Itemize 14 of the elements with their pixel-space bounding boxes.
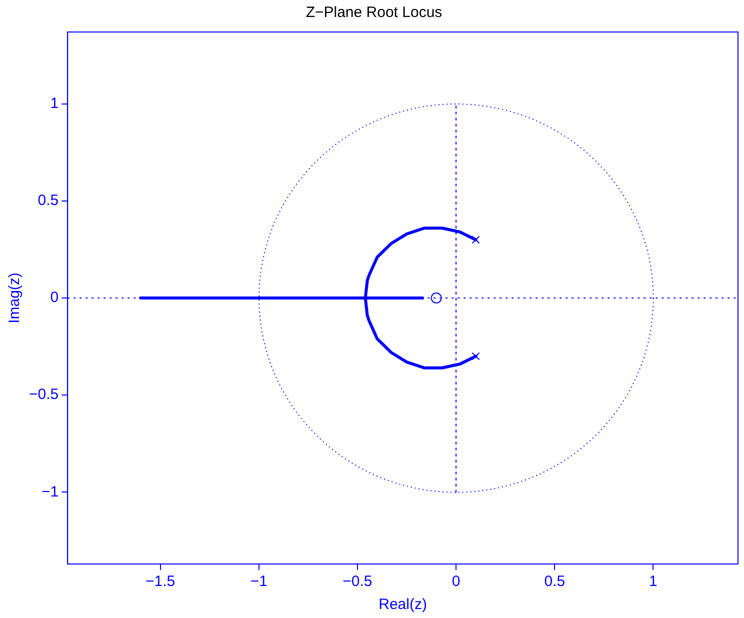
x-tick-label: 0.5 xyxy=(544,573,566,590)
y-tick-label: 1 xyxy=(50,94,59,112)
x-tick-label: −1.5 xyxy=(145,573,176,590)
x-tick-label: −1 xyxy=(250,573,268,590)
x-tick-label: 1 xyxy=(649,573,658,590)
chart-title: Z−Plane Root Locus xyxy=(306,4,442,22)
y-axis-title: Imag(z) xyxy=(6,272,24,324)
y-tick-label: −0.5 xyxy=(28,386,59,404)
y-tick-label: 0 xyxy=(50,289,59,306)
y-tick-label: −1 xyxy=(42,483,59,500)
x-axis-title: Real(z) xyxy=(378,596,427,614)
x-tick-label: 0 xyxy=(452,573,460,590)
y-tick-label: 0.5 xyxy=(38,192,59,210)
x-tick-label: −0.5 xyxy=(342,573,372,590)
